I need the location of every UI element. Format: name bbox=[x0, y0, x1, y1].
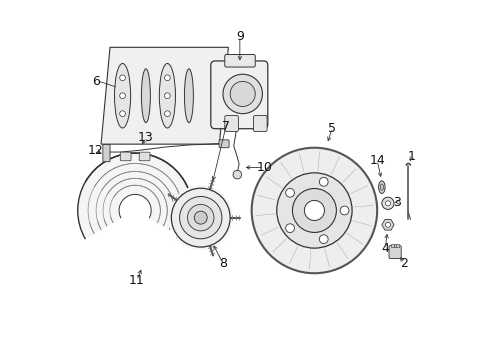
Text: 3: 3 bbox=[392, 196, 400, 209]
Circle shape bbox=[179, 197, 222, 239]
Circle shape bbox=[164, 75, 170, 81]
Polygon shape bbox=[381, 220, 393, 230]
Text: 2: 2 bbox=[399, 257, 407, 270]
Bar bbox=[393, 244, 395, 247]
FancyBboxPatch shape bbox=[102, 144, 110, 162]
Circle shape bbox=[120, 93, 125, 99]
Circle shape bbox=[292, 189, 336, 233]
Circle shape bbox=[168, 185, 233, 250]
Circle shape bbox=[385, 222, 389, 227]
FancyBboxPatch shape bbox=[224, 54, 255, 67]
Circle shape bbox=[319, 235, 327, 243]
Circle shape bbox=[304, 201, 324, 221]
Ellipse shape bbox=[141, 69, 150, 123]
Text: 14: 14 bbox=[368, 154, 384, 167]
FancyBboxPatch shape bbox=[210, 61, 267, 129]
Circle shape bbox=[164, 111, 170, 117]
Circle shape bbox=[120, 111, 125, 117]
Circle shape bbox=[385, 201, 389, 206]
Text: 10: 10 bbox=[256, 161, 272, 174]
FancyBboxPatch shape bbox=[388, 246, 400, 258]
Text: 6: 6 bbox=[92, 75, 100, 88]
Ellipse shape bbox=[114, 63, 130, 128]
FancyBboxPatch shape bbox=[224, 116, 238, 132]
Text: 7: 7 bbox=[222, 121, 229, 134]
Text: 4: 4 bbox=[380, 242, 388, 255]
FancyBboxPatch shape bbox=[120, 152, 131, 161]
Polygon shape bbox=[101, 47, 228, 144]
Circle shape bbox=[340, 206, 348, 215]
Bar bbox=[390, 244, 393, 247]
Circle shape bbox=[120, 75, 125, 81]
Circle shape bbox=[119, 194, 151, 226]
Circle shape bbox=[164, 93, 170, 99]
Text: 12: 12 bbox=[88, 144, 103, 157]
Circle shape bbox=[381, 197, 393, 210]
Circle shape bbox=[230, 81, 255, 107]
Circle shape bbox=[233, 170, 241, 179]
Circle shape bbox=[276, 173, 351, 248]
Text: 9: 9 bbox=[235, 30, 244, 43]
Circle shape bbox=[194, 211, 207, 224]
Circle shape bbox=[250, 147, 378, 274]
Wedge shape bbox=[100, 211, 170, 251]
FancyBboxPatch shape bbox=[219, 140, 228, 148]
Text: 5: 5 bbox=[327, 122, 336, 135]
FancyBboxPatch shape bbox=[139, 152, 150, 161]
Ellipse shape bbox=[184, 69, 193, 123]
Bar bbox=[395, 244, 398, 247]
Text: 11: 11 bbox=[129, 274, 144, 287]
Text: 8: 8 bbox=[219, 257, 226, 270]
Circle shape bbox=[78, 153, 192, 268]
Circle shape bbox=[251, 148, 376, 273]
Circle shape bbox=[285, 224, 294, 233]
Ellipse shape bbox=[378, 181, 384, 193]
Circle shape bbox=[223, 74, 262, 114]
Circle shape bbox=[187, 204, 214, 231]
Wedge shape bbox=[106, 211, 164, 244]
Text: 1: 1 bbox=[407, 150, 415, 163]
Circle shape bbox=[171, 188, 230, 247]
Wedge shape bbox=[83, 211, 187, 271]
Ellipse shape bbox=[159, 63, 175, 128]
Text: 13: 13 bbox=[138, 131, 153, 144]
Circle shape bbox=[285, 188, 294, 197]
Circle shape bbox=[319, 177, 327, 186]
Wedge shape bbox=[112, 211, 158, 237]
FancyBboxPatch shape bbox=[253, 116, 266, 132]
Ellipse shape bbox=[380, 184, 383, 190]
Wedge shape bbox=[92, 211, 178, 260]
